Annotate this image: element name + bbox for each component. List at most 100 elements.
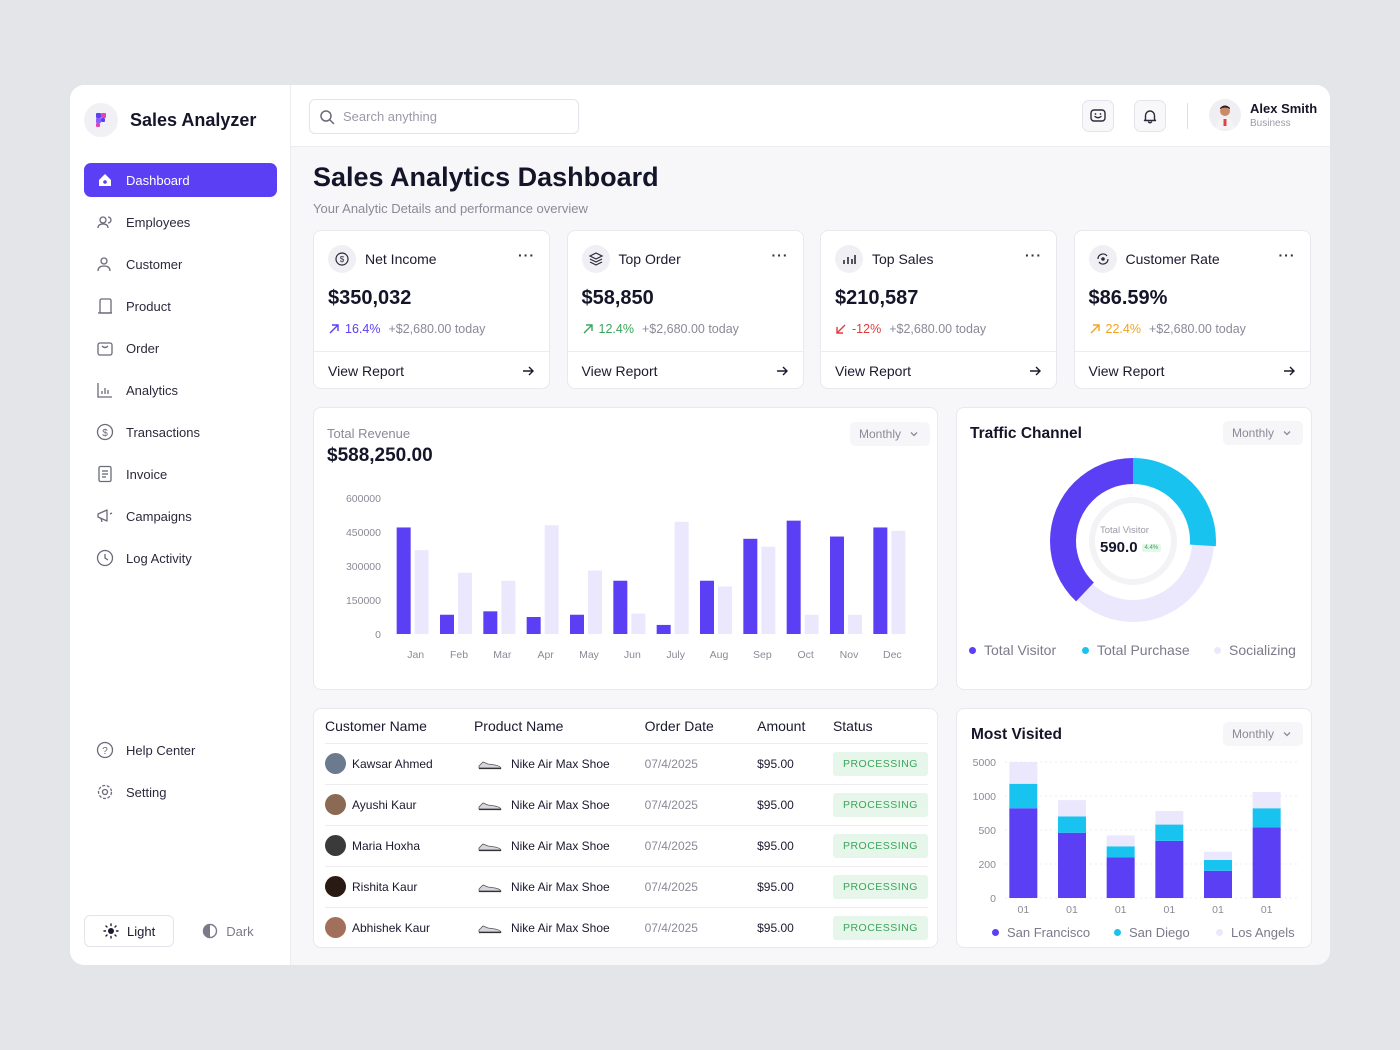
shopping-bag-icon bbox=[95, 338, 115, 358]
revenue-bar bbox=[613, 580, 628, 634]
table-header-row: Customer Name Product Name Order Date Amoun… bbox=[325, 709, 928, 743]
column-header[interactable]: Amount bbox=[757, 717, 806, 734]
chart-icon bbox=[95, 380, 115, 400]
product-name: Nike Air Max Shoe bbox=[510, 879, 610, 894]
sidebar-item-transactions[interactable]: $ Transactions bbox=[84, 415, 277, 449]
search-box[interactable] bbox=[309, 99, 579, 134]
customer-name: Abhishek Kaur bbox=[352, 920, 431, 935]
search-input[interactable] bbox=[343, 109, 563, 124]
more-options-icon[interactable]: ··· bbox=[771, 247, 789, 263]
table-row[interactable]: Kawsar Ahmed Nike Air Max Shoe 07/4/2025 $9… bbox=[325, 742, 928, 784]
view-report-link[interactable]: View Report bbox=[567, 351, 803, 389]
kpi-percent: 12.4% bbox=[598, 322, 634, 336]
more-options-icon[interactable]: ··· bbox=[1278, 247, 1296, 263]
legend-dot bbox=[992, 929, 999, 936]
visited-bar-los-angels bbox=[1155, 810, 1184, 825]
customer-cell: Maria Hoxha bbox=[325, 824, 474, 866]
column-header[interactable]: Status bbox=[832, 717, 873, 734]
view-report-link[interactable]: View Report bbox=[821, 351, 1056, 389]
shoe-icon bbox=[478, 925, 502, 933]
order-amount: $95.00 bbox=[757, 742, 833, 784]
column-header[interactable]: Customer Name bbox=[325, 717, 427, 734]
donut-center-value: 590.0 bbox=[1100, 539, 1138, 556]
table-row[interactable]: Abhishek Kaur Nike Air Max Shoe 07/4/2025 $… bbox=[325, 906, 928, 948]
legend-item: Total Purchase bbox=[1082, 642, 1190, 658]
sidebar-item-product[interactable]: Product bbox=[84, 289, 277, 323]
user-menu[interactable]: Alex Smith Business bbox=[1209, 99, 1317, 131]
sidebar-item-dashboard[interactable]: Dashboard bbox=[84, 163, 277, 197]
svg-text:$: $ bbox=[340, 255, 345, 264]
kpi-percent: 16.4% bbox=[345, 322, 381, 336]
avatar bbox=[1209, 99, 1241, 131]
traffic-donut-chart bbox=[1050, 458, 1216, 624]
arrow-up-right-icon bbox=[1090, 324, 1100, 334]
sun-icon bbox=[103, 923, 119, 939]
view-report-link[interactable]: View Report bbox=[314, 351, 549, 389]
view-report-link[interactable]: View Report bbox=[1074, 351, 1310, 389]
customer-cell: Rishita Kaur bbox=[325, 865, 474, 907]
order-date: 07/4/2025 bbox=[644, 783, 758, 825]
revenue-period-select[interactable]: Monthly bbox=[850, 422, 931, 446]
revenue-bar bbox=[761, 546, 776, 634]
customer-name: Kawsar Ahmed bbox=[352, 756, 433, 771]
visited-period-select[interactable]: Monthly bbox=[1223, 722, 1304, 746]
avatar bbox=[325, 876, 346, 897]
sidebar-item-order[interactable]: Order bbox=[84, 331, 277, 365]
x-tick-label: 01 bbox=[1212, 904, 1224, 916]
table-row[interactable]: Rishita Kaur Nike Air Max Shoe 07/4/2025 $9… bbox=[325, 865, 928, 907]
sidebar-item-analytics[interactable]: Analytics bbox=[84, 373, 277, 407]
brand[interactable]: Sales Analyzer bbox=[84, 103, 256, 137]
customer-rate-card: Customer Rate ··· $86.59% 22.4% +$2,680.00 t… bbox=[1073, 230, 1311, 389]
sidebar-item-help-center[interactable]: ? Help Center bbox=[84, 733, 277, 767]
product-name: Nike Air Max Shoe bbox=[510, 920, 610, 935]
sidebar-item-log-activity[interactable]: Log Activity bbox=[84, 541, 277, 575]
revenue-bar bbox=[848, 614, 862, 634]
visited-bar-san-francisco bbox=[1204, 870, 1232, 898]
dark-theme-button[interactable]: Dark bbox=[184, 915, 271, 947]
table-row[interactable]: Ayushi Kaur Nike Air Max Shoe 07/4/2025 $95… bbox=[325, 783, 928, 825]
arrow-right-icon bbox=[776, 366, 788, 375]
notifications-button[interactable] bbox=[1134, 100, 1166, 132]
traffic-channel-card: Traffic Channel Monthly Total Visitor 59… bbox=[956, 407, 1312, 690]
kpi-value: $210,587 bbox=[835, 287, 919, 309]
sidebar-item-setting[interactable]: Setting bbox=[84, 775, 277, 809]
column-header[interactable]: Product Name bbox=[473, 717, 564, 734]
more-options-icon[interactable]: ··· bbox=[1025, 247, 1042, 263]
y-tick-label: 1000 bbox=[973, 791, 997, 803]
sidebar-item-campaigns[interactable]: Campaigns bbox=[84, 499, 277, 533]
revenue-bar bbox=[396, 527, 411, 634]
page-subtitle: Your Analytic Details and performance ov… bbox=[313, 201, 588, 216]
x-tick-label: Aug bbox=[710, 649, 729, 661]
table-row[interactable]: Maria Hoxha Nike Air Max Shoe 07/4/2025 $95… bbox=[325, 824, 928, 866]
revenue-bar bbox=[483, 611, 498, 634]
messages-button[interactable] bbox=[1082, 100, 1114, 132]
sidebar-item-customer[interactable]: Customer bbox=[84, 247, 277, 281]
x-tick-label: 01 bbox=[1163, 904, 1175, 916]
order-amount: $95.00 bbox=[757, 906, 833, 948]
avatar bbox=[325, 835, 346, 856]
status-badge: PROCESSING bbox=[832, 874, 928, 899]
legend-item: Los Angels bbox=[1216, 925, 1295, 940]
legend-dot bbox=[969, 646, 976, 654]
revenue-bar bbox=[743, 538, 758, 634]
sidebar-item-label: Log Activity bbox=[126, 550, 192, 566]
legend-label: San Diego bbox=[1129, 925, 1190, 940]
light-theme-button[interactable]: Light bbox=[84, 915, 175, 947]
more-options-icon[interactable]: ··· bbox=[518, 247, 535, 263]
column-header[interactable]: Order Date bbox=[644, 717, 714, 734]
status-badge: PROCESSING bbox=[832, 915, 928, 940]
product-cell: Nike Air Max Shoe bbox=[473, 824, 645, 866]
view-report-label: View Report bbox=[835, 362, 912, 379]
legend-item: Total Visitor bbox=[969, 642, 1056, 658]
sidebar-item-employees[interactable]: Employees bbox=[84, 205, 277, 239]
visited-bar-san-francisco bbox=[1155, 840, 1184, 898]
revenue-bar bbox=[830, 536, 844, 634]
revenue-total: $588,250.00 bbox=[327, 445, 433, 466]
traffic-period-select[interactable]: Monthly bbox=[1223, 421, 1304, 445]
order-date: 07/4/2025 bbox=[644, 865, 758, 907]
sidebar-item-invoice[interactable]: Invoice bbox=[84, 457, 277, 491]
kpi-delta: 22.4% +$2,680.00 today bbox=[1089, 322, 1246, 336]
visited-bar-los-angels bbox=[1009, 762, 1038, 784]
legend-item: San Diego bbox=[1114, 925, 1190, 940]
shoe-icon bbox=[478, 802, 502, 810]
